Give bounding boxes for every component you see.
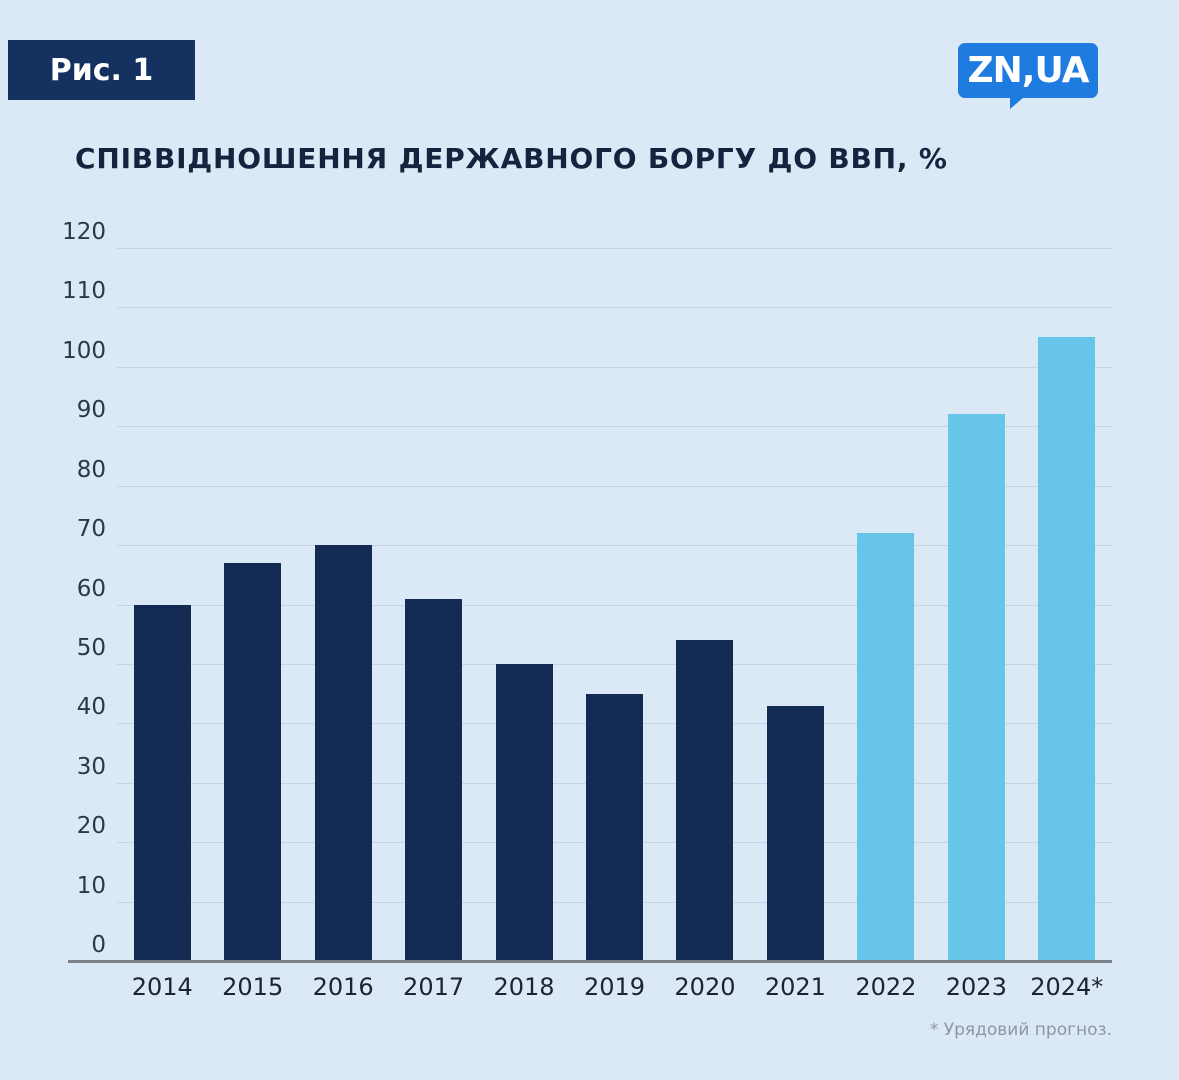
bar-slot: [841, 248, 931, 961]
bar-slot: [931, 248, 1021, 961]
y-tick-label-50: 50: [76, 634, 106, 661]
y-tick-label-60: 60: [76, 575, 106, 602]
bar-2020: [676, 640, 734, 961]
bar-2019: [585, 693, 643, 961]
y-tick-label-30: 30: [76, 753, 106, 780]
y-axis-labels: 0 10 20 30 40 50 60 70 80 90 100 110 120: [62, 219, 106, 961]
bar-slot: [660, 248, 750, 961]
bar-2024*: [1038, 337, 1096, 961]
y-tick-label-40: 40: [76, 694, 106, 721]
x-tick-label-2014: 2014: [131, 973, 193, 1001]
bar-slot: [298, 248, 388, 961]
bar-2023: [947, 414, 1005, 961]
gridline-80: [117, 485, 1112, 487]
bar-slot: [388, 248, 478, 961]
footnote: * Урядовий прогноз.: [929, 1020, 1112, 1040]
bar-2018: [495, 663, 553, 961]
x-tick-label-2019: 2019: [583, 973, 646, 1001]
y-tick-label-110: 110: [62, 278, 106, 305]
gridline-50: [117, 663, 1112, 665]
bar-2014: [133, 604, 191, 961]
y-tick-label-80: 80: [76, 456, 106, 483]
x-tick-label-2022: 2022: [855, 973, 917, 1001]
gridline-60: [117, 604, 1112, 606]
plot-area: [117, 248, 1112, 961]
x-tick-label-2018: 2018: [493, 973, 555, 1001]
x-axis-line: [68, 960, 1112, 963]
znua-logo: ZN,UA: [958, 43, 1098, 109]
y-tick-label-90: 90: [76, 397, 106, 424]
gridline-120: [117, 248, 1112, 249]
x-axis-labels: 2014 2015 2016 2017 2018 2019 2020 2021 2022 2023…: [117, 973, 1112, 1001]
bar-2017: [405, 598, 463, 961]
y-tick-label-20: 20: [76, 813, 106, 840]
gridline-70: [117, 545, 1112, 547]
logo-speech-bubble-tail-icon: [1010, 97, 1024, 109]
bar-slot: [479, 248, 569, 961]
bar-2015: [224, 562, 282, 961]
x-tick-label-2015: 2015: [222, 973, 284, 1001]
x-tick-label-2017: 2017: [403, 973, 465, 1001]
bar-slot: [1022, 248, 1112, 961]
gridline-90: [117, 426, 1112, 428]
y-tick-label-0: 0: [91, 932, 106, 958]
gridline-110: [117, 307, 1112, 309]
x-tick-label-2024*: 2024*: [1030, 973, 1104, 1001]
x-tick-label-2016: 2016: [312, 973, 374, 1001]
y-tick-label-100: 100: [62, 337, 106, 364]
y-tick-label-70: 70: [76, 516, 106, 543]
bar-slot: [207, 248, 297, 961]
y-tick-label-120: 120: [62, 219, 106, 245]
figure-label: Рис. 1: [49, 52, 154, 88]
gridline-100: [117, 366, 1112, 368]
bar-slot: [117, 248, 207, 961]
x-tick-label-2023: 2023: [945, 973, 1007, 1001]
logo-text: ZN,UA: [967, 50, 1090, 91]
bar-chart: 0 10 20 30 40 50 60 70 80 90 100 110 120 2014 2015 201…: [62, 219, 1112, 1001]
figure-label-badge: Рис. 1: [8, 40, 195, 100]
chart-title: СПІВВІДНОШЕННЯ ДЕРЖАВНОГО БОРГУ ДО ВВП, …: [75, 142, 948, 175]
bar-slot: [569, 248, 659, 961]
bar-2021: [766, 705, 824, 961]
x-tick-label-2021: 2021: [764, 973, 826, 1001]
bar-2016: [314, 545, 372, 961]
bars-container: [117, 248, 1112, 961]
x-tick-label-2020: 2020: [674, 973, 736, 1001]
bar-2022: [857, 533, 915, 961]
y-tick-label-10: 10: [76, 872, 106, 899]
bar-slot: [750, 248, 840, 961]
